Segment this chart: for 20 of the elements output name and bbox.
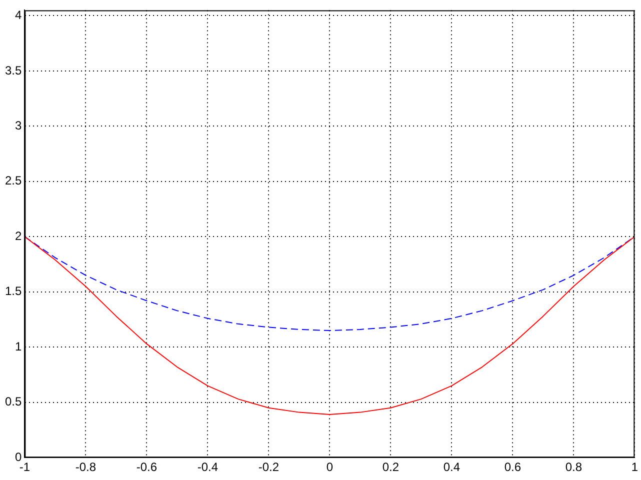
y-tick-label: 1 [14, 339, 22, 354]
y-tick-label: 3 [14, 118, 22, 133]
x-tick-label: 1 [631, 460, 638, 474]
x-tick-label: 0.4 [443, 460, 460, 474]
x-tick-label: 0.2 [382, 460, 400, 474]
x-tick-label: -0.2 [258, 460, 280, 474]
x-tick-label: -0.4 [197, 460, 218, 474]
y-tick-label: 4 [14, 8, 22, 22]
y-tick-label: 0 [14, 450, 22, 464]
y-tick-label: 2 [14, 228, 22, 243]
x-tick-label: 0 [326, 460, 334, 474]
x-tick-label: -0.8 [75, 460, 96, 474]
y-tick-label: 2.5 [4, 174, 22, 188]
x-tick-label: -1 [19, 460, 30, 474]
x-tick-label: 0.6 [504, 460, 522, 474]
y-tick-label: 0.5 [4, 394, 22, 409]
x-tick-label: 0.8 [565, 460, 582, 474]
y-tick-label: 1.5 [4, 284, 22, 298]
x-tick-label: -0.6 [136, 460, 158, 474]
y-tick-label: 3.5 [4, 63, 22, 78]
